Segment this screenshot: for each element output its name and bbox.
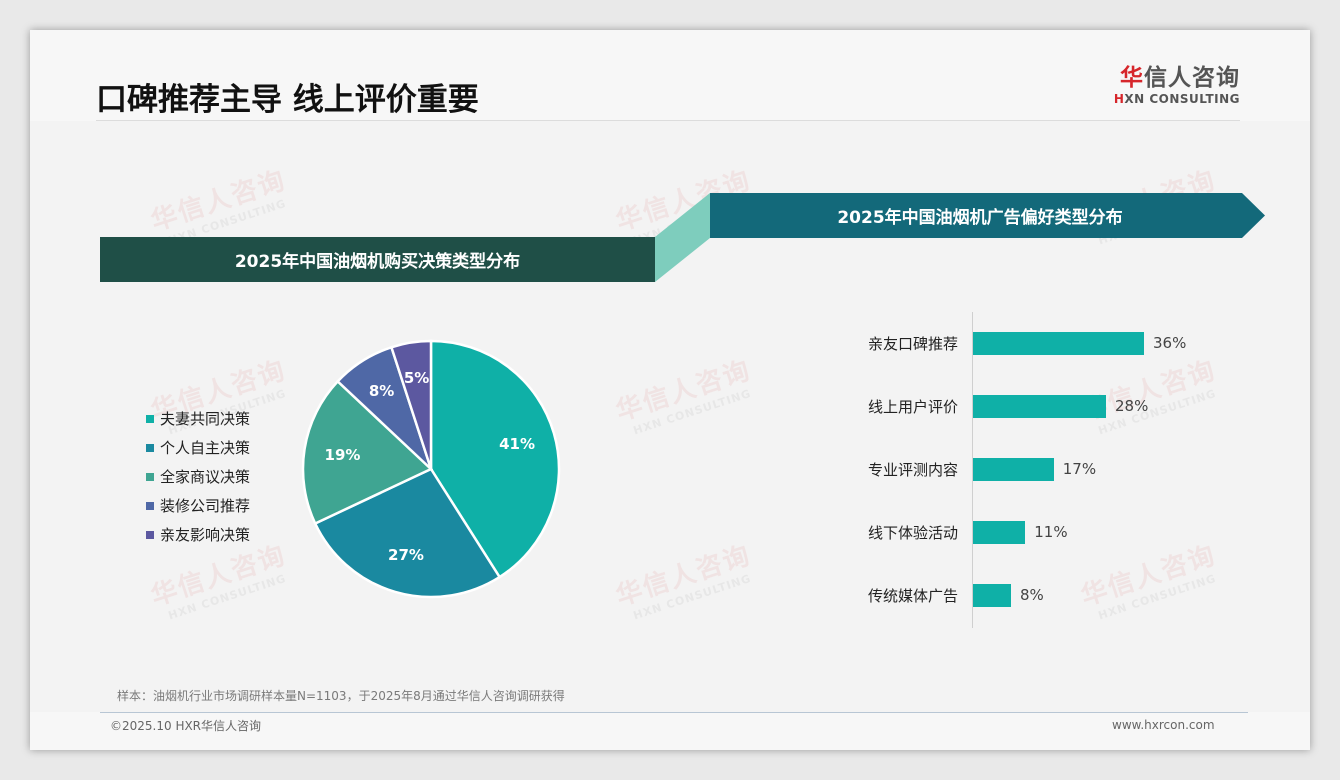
- bar-value: 36%: [1153, 334, 1187, 352]
- ad-preference-banner: 2025年中国油烟机广告偏好类型分布: [710, 193, 1265, 238]
- purchase-decision-banner: 2025年中国油烟机购买决策类型分布: [100, 237, 655, 282]
- pie-slice-label: 41%: [499, 435, 535, 453]
- pie-slice-label: 8%: [369, 382, 394, 400]
- legend-swatch: [146, 501, 154, 510]
- logo-en-mark: H: [1113, 92, 1125, 106]
- pie-slice-label: 27%: [388, 546, 424, 564]
- legend-label: 个人自主决策: [160, 439, 251, 457]
- copyright: ©2025.10 HXR华信人咨询: [110, 719, 262, 733]
- bar-row: 专业评测内容 17%: [830, 457, 1096, 481]
- logo-en-rest: XN CONSULTING: [1124, 92, 1240, 106]
- legend-item: 夫妻共同决策: [146, 404, 250, 433]
- logo-cn-first: 华: [1120, 65, 1144, 91]
- bar-axis-line: [972, 312, 973, 628]
- decision-pie-chart: 41% 27% 19% 8% 5%: [301, 339, 561, 599]
- pie-slice-label: 19%: [325, 446, 361, 464]
- bar-row: 亲友口碑推荐 36%: [830, 331, 1186, 355]
- bar-fill: [973, 457, 1054, 481]
- pie-slice: [301, 379, 434, 526]
- bar-row: 线下体验活动 11%: [830, 520, 1068, 544]
- bar-fill: [973, 583, 1011, 607]
- title-divider: [96, 120, 1240, 121]
- bar-value: 8%: [1020, 586, 1044, 604]
- bar-fill: [973, 331, 1144, 355]
- legend-item: 装修公司推荐: [146, 491, 250, 520]
- legend-item: 全家商议决策: [146, 462, 250, 491]
- legend-swatch: [146, 472, 154, 481]
- website-link[interactable]: www.hxrcon.com: [1112, 718, 1215, 732]
- bar-fill: [973, 520, 1026, 544]
- bar-label: 亲友口碑推荐: [867, 334, 958, 353]
- pie-slice-label: 5%: [404, 369, 429, 387]
- arrow-banner-shape: [710, 193, 1265, 238]
- bar-label: 线下体验活动: [867, 523, 958, 542]
- legend-label: 全家商议决策: [160, 468, 251, 486]
- bar-label: 专业评测内容: [867, 460, 958, 479]
- legend-label: 亲友影响决策: [160, 526, 251, 544]
- bar-row: 线上用户评价 28%: [830, 394, 1148, 418]
- banner-connector: [655, 193, 710, 282]
- bar-label: 线上用户评价: [867, 397, 958, 416]
- page-title: 口碑推荐主导 线上评价重要: [96, 82, 479, 118]
- pie-slice: [389, 339, 433, 470]
- logo-cn-rest: 信人咨询: [1144, 65, 1240, 91]
- legend-swatch: [146, 414, 154, 423]
- bar-value: 17%: [1062, 460, 1097, 478]
- bar-value: 28%: [1115, 397, 1149, 415]
- ad-preference-bar-chart: 亲友口碑推荐 36% 线上用户评价 28% 专业评测内容 17% 线下体验活动 11% …: [830, 312, 1230, 632]
- company-logo: 华信人咨询 HXN CONSULTING: [1110, 64, 1240, 106]
- legend-swatch: [146, 443, 154, 452]
- legend-label: 装修公司推荐: [160, 497, 251, 515]
- bar-fill: [973, 394, 1106, 418]
- bar-label: 传统媒体广告: [867, 586, 958, 605]
- legend-item: 亲友影响决策: [146, 520, 250, 549]
- legend-item: 个人自主决策: [146, 433, 250, 462]
- legend-swatch: [146, 530, 154, 539]
- bar-row: 传统媒体广告 8%: [830, 583, 1044, 607]
- bar-value: 11%: [1034, 523, 1068, 541]
- legend-label: 夫妻共同决策: [160, 410, 251, 428]
- pie-slice: [313, 467, 502, 599]
- ad-preference-banner-title: 2025年中国油烟机广告偏好类型分布: [837, 208, 1123, 228]
- footer-divider: [100, 712, 1248, 713]
- sample-note: 样本：油烟机行业市场调研样本量N=1103，于2025年8月通过华信人咨询调研获…: [117, 689, 565, 703]
- pie-legend: 夫妻共同决策 个人自主决策 全家商议决策 装修公司推荐 亲友影响决策: [146, 404, 250, 549]
